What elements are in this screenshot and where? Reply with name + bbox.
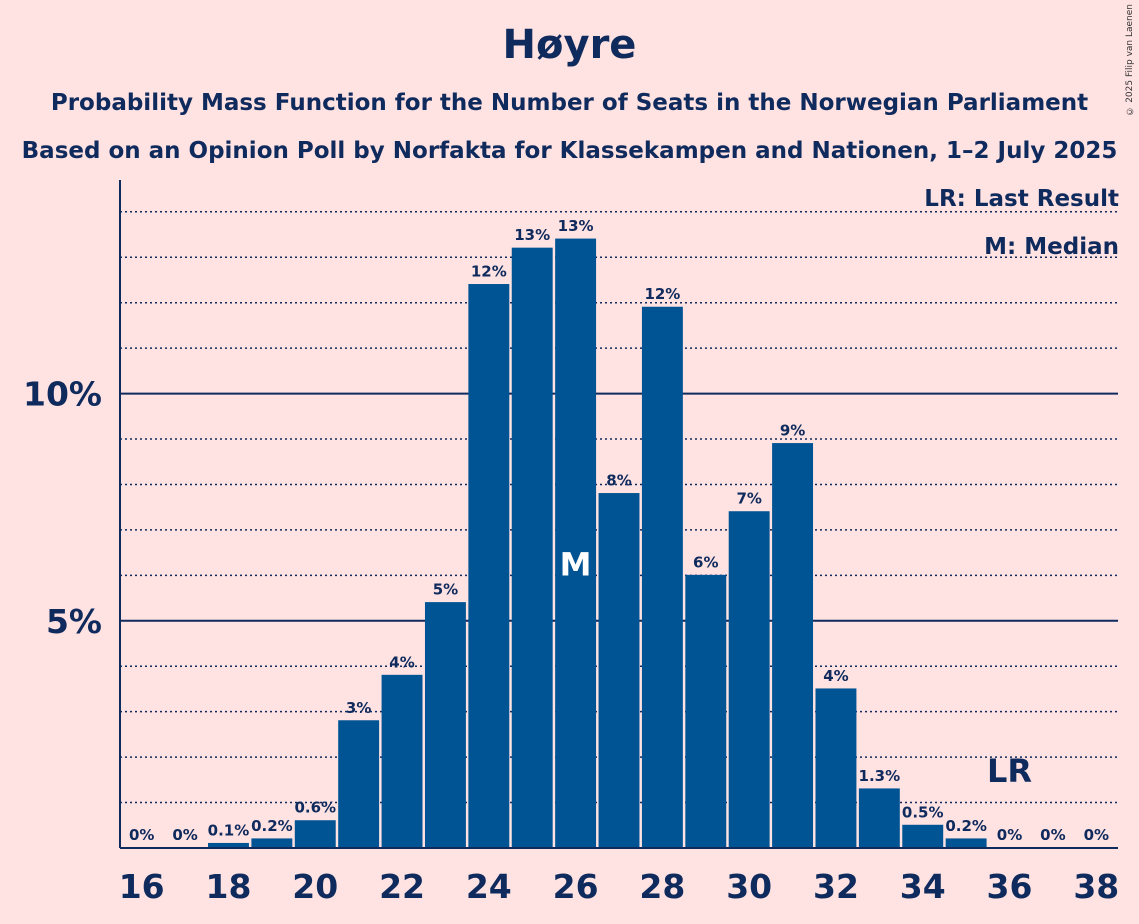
median-marker: M bbox=[560, 545, 592, 583]
bar-value-label: 12% bbox=[471, 263, 507, 281]
bar-value-label: 7% bbox=[736, 490, 761, 508]
bar-value-label: 1.3% bbox=[859, 767, 901, 785]
bar-value-label: 0.1% bbox=[208, 821, 250, 839]
bar bbox=[641, 306, 683, 849]
bar-value-label: 4% bbox=[389, 653, 414, 671]
bar bbox=[424, 602, 466, 849]
bar bbox=[598, 493, 640, 849]
bar bbox=[294, 820, 336, 849]
x-tick-label: 16 bbox=[119, 867, 165, 906]
bar-value-label: 9% bbox=[780, 422, 805, 440]
bar bbox=[511, 247, 553, 849]
bar bbox=[338, 720, 380, 849]
bar-value-label: 0% bbox=[997, 826, 1022, 844]
bar-value-label: 13% bbox=[558, 217, 594, 235]
bar bbox=[902, 824, 944, 849]
bar-value-label: 13% bbox=[514, 226, 550, 244]
legend-median: M: Median bbox=[984, 234, 1119, 260]
bar bbox=[251, 838, 293, 849]
bar bbox=[772, 443, 814, 849]
bar-value-label: 3% bbox=[346, 699, 371, 717]
bar bbox=[381, 674, 423, 849]
bar-value-label: 0.2% bbox=[945, 817, 987, 835]
x-tick-label: 36 bbox=[987, 867, 1033, 906]
bar-value-label: 0% bbox=[1040, 826, 1065, 844]
bar bbox=[728, 511, 770, 849]
bar bbox=[815, 688, 857, 849]
bar bbox=[945, 838, 987, 849]
x-tick-label: 28 bbox=[639, 867, 685, 906]
bar-value-label: 0% bbox=[1084, 826, 1109, 844]
x-tick-label: 22 bbox=[379, 867, 425, 906]
x-tick-label: 26 bbox=[553, 867, 599, 906]
bar bbox=[555, 238, 597, 849]
y-tick-label: 5% bbox=[46, 602, 102, 641]
x-tick-label: 34 bbox=[900, 867, 946, 906]
x-tick-label: 38 bbox=[1073, 867, 1119, 906]
last-result-marker: LR bbox=[987, 752, 1032, 790]
bar bbox=[685, 574, 727, 849]
x-tick-label: 32 bbox=[813, 867, 859, 906]
chart-title: Høyre bbox=[502, 22, 637, 68]
chart-subtitle-source: Based on an Opinion Poll by Norfakta for… bbox=[21, 138, 1118, 164]
x-tick-label: 30 bbox=[726, 867, 772, 906]
bar-value-label: 0.5% bbox=[902, 803, 944, 821]
bar-value-label: 0% bbox=[172, 826, 197, 844]
bar-value-label: 5% bbox=[433, 581, 458, 599]
legend-last-result: LR: Last Result bbox=[924, 186, 1119, 212]
bar-value-label: 0.6% bbox=[294, 799, 336, 817]
bar-value-label: 6% bbox=[693, 553, 718, 571]
bar bbox=[468, 284, 510, 849]
y-tick-label: 10% bbox=[23, 375, 102, 414]
x-tick-label: 18 bbox=[206, 867, 252, 906]
bar-value-label: 0% bbox=[129, 826, 154, 844]
bar-value-label: 8% bbox=[606, 472, 631, 490]
bar bbox=[858, 788, 900, 849]
x-tick-label: 20 bbox=[292, 867, 338, 906]
bar-value-label: 0.2% bbox=[251, 817, 293, 835]
chart-subtitle: Probability Mass Function for the Number… bbox=[50, 90, 1089, 116]
bar-value-label: 12% bbox=[644, 285, 680, 303]
bar-value-label: 4% bbox=[823, 667, 848, 685]
x-tick-label: 24 bbox=[466, 867, 512, 906]
